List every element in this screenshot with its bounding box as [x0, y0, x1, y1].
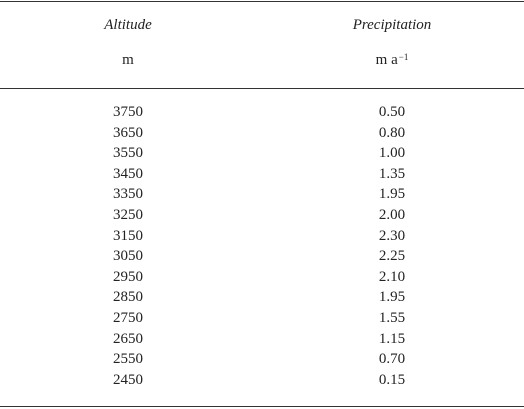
altitude-cell: 3650 [113, 124, 143, 141]
altitude-cell: 3350 [113, 186, 143, 203]
unit-text: m [122, 52, 134, 68]
precipitation-cell: 1.95 [378, 289, 406, 306]
precipitation-cell: 0.15 [378, 371, 406, 388]
precipitation-cell: 2.10 [378, 268, 406, 285]
column-unit: m [28, 51, 228, 69]
precipitation-cell: 1.15 [378, 330, 406, 347]
altitude-cell: 2450 [113, 371, 143, 388]
altitude-cell: 3250 [113, 207, 143, 223]
top-rule [0, 1, 524, 2]
column-header: Altitude [104, 17, 152, 33]
altitude-cell: 2650 [113, 330, 143, 347]
precipitation-cell: 1.00 [378, 145, 406, 162]
precipitation-cell: 0.80 [378, 124, 406, 141]
precipitation-cell: 0.50 [378, 104, 406, 120]
precipitation-cell: 0.70 [378, 351, 406, 368]
altitude-cell: 3750 [113, 104, 143, 120]
precipitation-cell: 1.55 [378, 310, 406, 326]
altitude-cell: 3150 [113, 227, 143, 244]
altitude-cell: 2950 [113, 268, 143, 285]
precipitation-cell: 2.30 [378, 227, 406, 244]
precipitation-cell: 1.95 [378, 186, 406, 203]
column-header: Precipitation [352, 17, 432, 33]
unit-exponent: −1 [398, 52, 409, 62]
altitude-cell: 3050 [113, 248, 143, 265]
precipitation-cell: 2.25 [378, 248, 406, 265]
altitude-cell: 2850 [113, 289, 143, 306]
altitude-cell: 2750 [113, 310, 143, 326]
unit-text: m a [375, 52, 398, 68]
column-unit: m a−1 [292, 51, 492, 69]
altitude-cell: 2550 [113, 351, 143, 368]
altitude-cell: 3550 [113, 145, 143, 162]
altitude-cell: 3450 [113, 165, 143, 182]
precipitation-cell: 1.35 [378, 165, 406, 182]
bottom-rule [0, 406, 524, 407]
header-rule [0, 88, 524, 89]
precipitation-cell: 2.00 [378, 207, 406, 223]
